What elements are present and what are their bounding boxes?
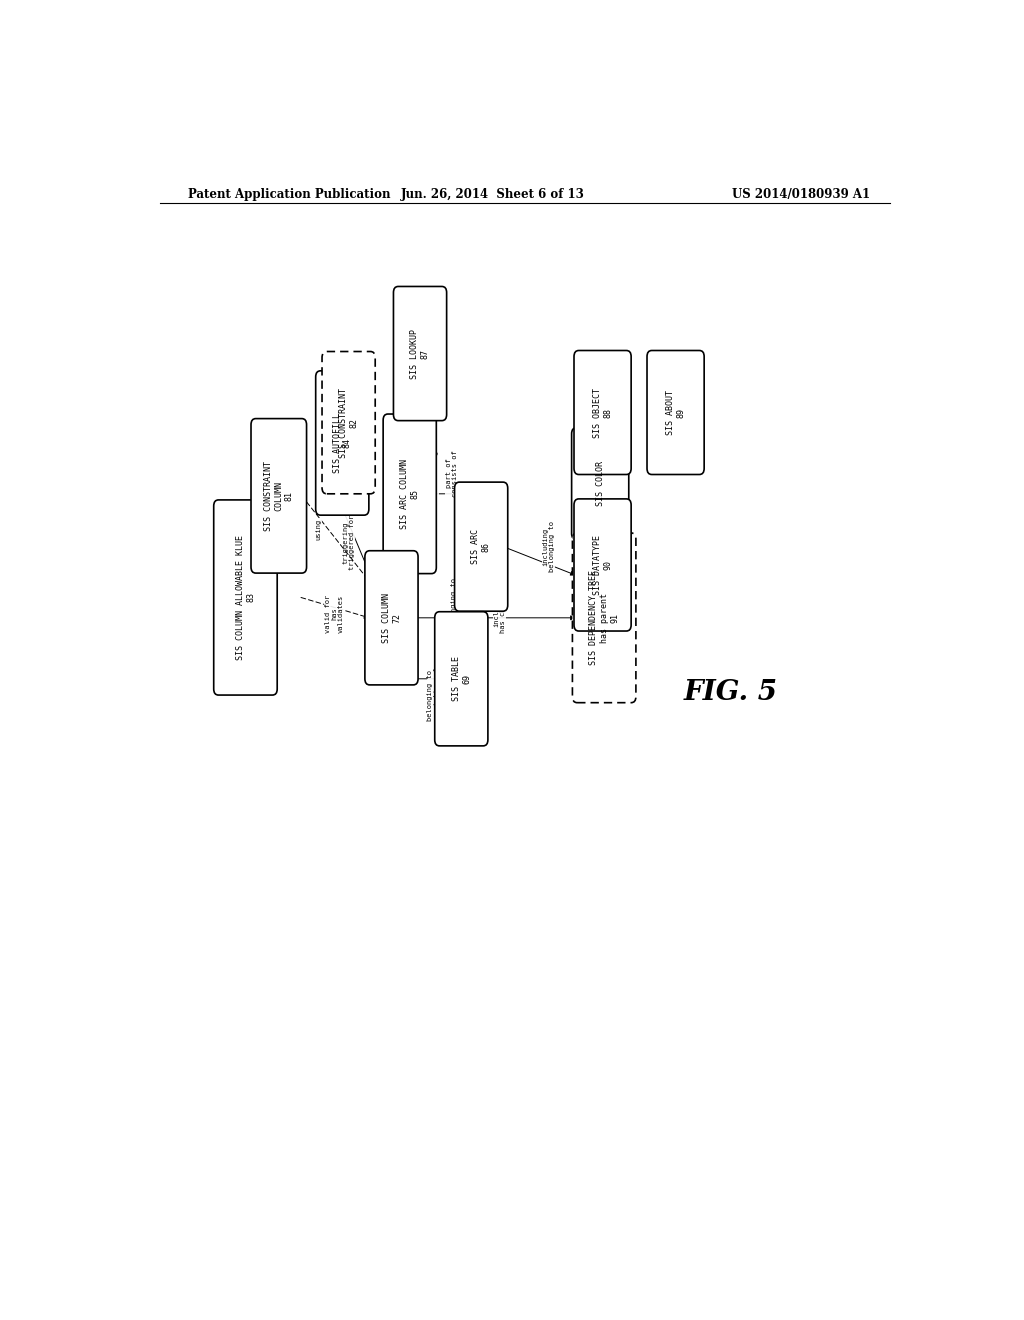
Text: belonging to
consisting of: belonging to consisting of bbox=[427, 668, 439, 722]
FancyBboxPatch shape bbox=[383, 414, 436, 574]
FancyBboxPatch shape bbox=[251, 418, 306, 573]
Text: using: using bbox=[315, 519, 322, 540]
Text: SIS AUTOFILL
84: SIS AUTOFILL 84 bbox=[333, 413, 352, 473]
Text: SIS DATATYPE
90: SIS DATATYPE 90 bbox=[593, 535, 612, 595]
Text: SIS ABOUT
89: SIS ABOUT 89 bbox=[666, 389, 685, 436]
Text: applied to
having
associated with
including: applied to having associated with includ… bbox=[413, 437, 438, 500]
Text: SIS CONSTRAINT
82: SIS CONSTRAINT 82 bbox=[339, 388, 358, 458]
Text: SIS COLUMN ALLOWABLE KLUE
83: SIS COLUMN ALLOWABLE KLUE 83 bbox=[236, 535, 255, 660]
Text: triggering
triggered for: triggering triggered for bbox=[342, 515, 355, 570]
Text: Patent Application Publication: Patent Application Publication bbox=[187, 189, 390, 202]
FancyBboxPatch shape bbox=[574, 351, 631, 474]
Text: SIS LOOKUP
87: SIS LOOKUP 87 bbox=[411, 329, 430, 379]
Text: including
belonging to: including belonging to bbox=[543, 521, 555, 572]
FancyBboxPatch shape bbox=[571, 428, 629, 540]
Text: including
has children: including has children bbox=[494, 582, 506, 634]
Text: SIS COLUMN
72: SIS COLUMN 72 bbox=[382, 593, 401, 643]
Text: part of
consists of: part of consists of bbox=[445, 450, 458, 496]
FancyBboxPatch shape bbox=[322, 351, 375, 494]
FancyBboxPatch shape bbox=[365, 550, 418, 685]
Text: SIS TABLE
69: SIS TABLE 69 bbox=[452, 656, 471, 701]
Text: Jun. 26, 2014  Sheet 6 of 13: Jun. 26, 2014 Sheet 6 of 13 bbox=[401, 189, 585, 202]
FancyBboxPatch shape bbox=[315, 371, 369, 515]
FancyBboxPatch shape bbox=[214, 500, 278, 696]
Text: SIS COLOR: SIS COLOR bbox=[596, 461, 605, 506]
Text: FIG. 5: FIG. 5 bbox=[684, 678, 778, 705]
FancyBboxPatch shape bbox=[393, 286, 446, 421]
Text: SIS DEPENDENCY TREE
has parent
91: SIS DEPENDENCY TREE has parent 91 bbox=[589, 570, 620, 665]
Text: US 2014/0180939 A1: US 2014/0180939 A1 bbox=[732, 189, 870, 202]
Text: SIS ARC
86: SIS ARC 86 bbox=[471, 529, 490, 564]
Text: belonging to
consisting of: belonging to consisting of bbox=[452, 576, 464, 631]
Text: SIS CONSTRAINT
COLUMN
81: SIS CONSTRAINT COLUMN 81 bbox=[264, 461, 294, 531]
FancyBboxPatch shape bbox=[572, 533, 636, 702]
FancyBboxPatch shape bbox=[455, 482, 508, 611]
FancyBboxPatch shape bbox=[647, 351, 705, 474]
Text: part of
consists of: part of consists of bbox=[322, 412, 334, 458]
Text: SIS ARC COLUMN
85: SIS ARC COLUMN 85 bbox=[400, 459, 420, 529]
Text: used in: used in bbox=[387, 552, 393, 582]
FancyBboxPatch shape bbox=[574, 499, 631, 631]
FancyBboxPatch shape bbox=[435, 611, 487, 746]
Text: valid for
has
validates: valid for has validates bbox=[325, 594, 344, 632]
Text: SIS OBJECT
88: SIS OBJECT 88 bbox=[593, 388, 612, 437]
